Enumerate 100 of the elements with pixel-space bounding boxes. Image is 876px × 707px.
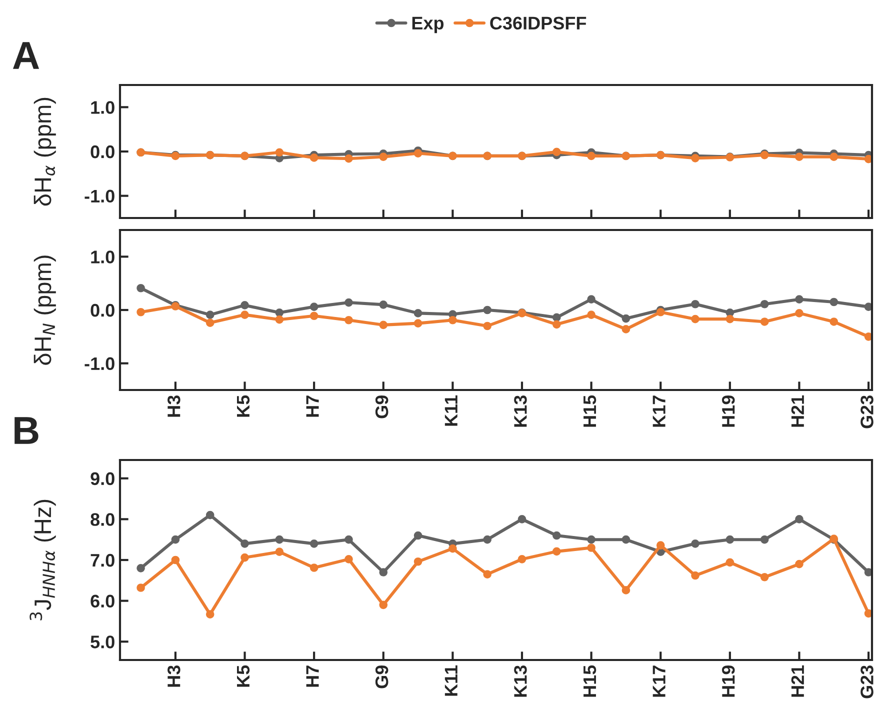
point <box>379 300 388 309</box>
point <box>483 535 492 544</box>
point <box>414 149 422 158</box>
point <box>864 154 872 164</box>
point <box>587 544 596 552</box>
x-tick-label: K17 <box>652 396 666 427</box>
point <box>795 309 804 318</box>
point <box>136 284 145 292</box>
point <box>275 548 284 556</box>
x-tick-label: G23 <box>860 666 874 698</box>
x-tick-label: H7 <box>306 396 319 417</box>
x-tick-label: K11 <box>444 395 458 426</box>
point <box>483 570 492 578</box>
text: B <box>14 417 38 444</box>
point <box>344 154 353 163</box>
point <box>760 572 769 582</box>
x-tick-label: K13 <box>514 396 527 427</box>
legend-label: C36IDPSFF <box>490 16 586 30</box>
point <box>622 325 630 334</box>
point <box>552 547 561 556</box>
point <box>864 609 872 618</box>
point <box>760 300 769 308</box>
point <box>622 586 630 594</box>
point <box>344 555 353 564</box>
point <box>864 332 872 341</box>
point <box>310 154 318 162</box>
point <box>760 535 769 544</box>
x-tick-label: K5 <box>237 665 250 687</box>
point <box>656 541 665 550</box>
y-tick-label: -1.0 <box>84 357 114 370</box>
x-tick-label: K13 <box>514 666 527 697</box>
point <box>691 300 700 308</box>
y-tick-label: 7.0 <box>90 554 114 567</box>
point <box>379 600 388 610</box>
point <box>310 564 318 572</box>
point <box>830 318 838 326</box>
point <box>344 316 353 324</box>
point <box>795 152 804 161</box>
y-axis-title: $^{3}$J$_{HNHα}$ (Hz) <box>30 500 56 620</box>
x-tick-label: H19 <box>722 666 735 697</box>
point <box>622 314 630 323</box>
point <box>726 558 734 567</box>
point <box>726 314 734 324</box>
point <box>691 571 700 580</box>
point <box>240 310 249 319</box>
point <box>240 540 249 548</box>
point <box>552 531 561 540</box>
point <box>587 152 596 160</box>
y-tick-label: 9.0 <box>90 472 114 486</box>
point <box>310 540 318 548</box>
y-tick-label: 1.0 <box>91 101 114 114</box>
point <box>587 295 596 304</box>
point <box>206 310 214 319</box>
x-tick-label: H19 <box>722 396 735 427</box>
point <box>726 535 734 544</box>
x-tick-label: H7 <box>306 666 319 687</box>
legend-label: Exp <box>412 16 444 34</box>
point <box>518 555 526 564</box>
y-tick-label: 6.0 <box>90 594 114 608</box>
point <box>587 535 596 544</box>
point <box>795 515 804 524</box>
point <box>830 298 838 306</box>
point <box>414 309 422 318</box>
point <box>240 301 249 310</box>
point <box>240 553 249 562</box>
point <box>310 312 318 320</box>
x-tick-label: G9 <box>375 666 388 688</box>
x-tick-label: K11 <box>444 665 458 696</box>
point <box>483 306 492 314</box>
point <box>379 320 388 330</box>
y-axis-title: δH$_{N}$ (ppm) <box>34 256 56 365</box>
point <box>483 322 492 330</box>
point <box>136 308 145 316</box>
point <box>275 308 284 317</box>
x-tick-label: H15 <box>584 395 596 427</box>
x-tick-label: G9 <box>375 396 388 418</box>
point <box>206 318 214 327</box>
y-tick-label: 1.0 <box>91 250 114 264</box>
point <box>830 152 838 161</box>
point <box>552 320 561 329</box>
point <box>379 152 388 161</box>
point <box>379 568 388 576</box>
point <box>171 535 180 544</box>
point <box>760 318 769 326</box>
point <box>136 584 145 592</box>
point <box>136 564 145 572</box>
point <box>795 560 804 568</box>
point <box>206 510 214 520</box>
point <box>414 557 422 566</box>
y-tick-label: 0.0 <box>90 304 114 317</box>
x-tick-label: G23 <box>860 396 874 428</box>
x-tick-label: H15 <box>584 665 596 697</box>
point <box>518 515 526 524</box>
y-axis-title: δH$_{α}$ (ppm) <box>34 98 56 206</box>
y-tick-label: 0.0 <box>90 145 114 158</box>
point <box>864 302 872 311</box>
y-tick-label: 8.0 <box>90 513 114 526</box>
point <box>864 568 872 576</box>
point <box>275 315 284 324</box>
point <box>622 535 630 544</box>
